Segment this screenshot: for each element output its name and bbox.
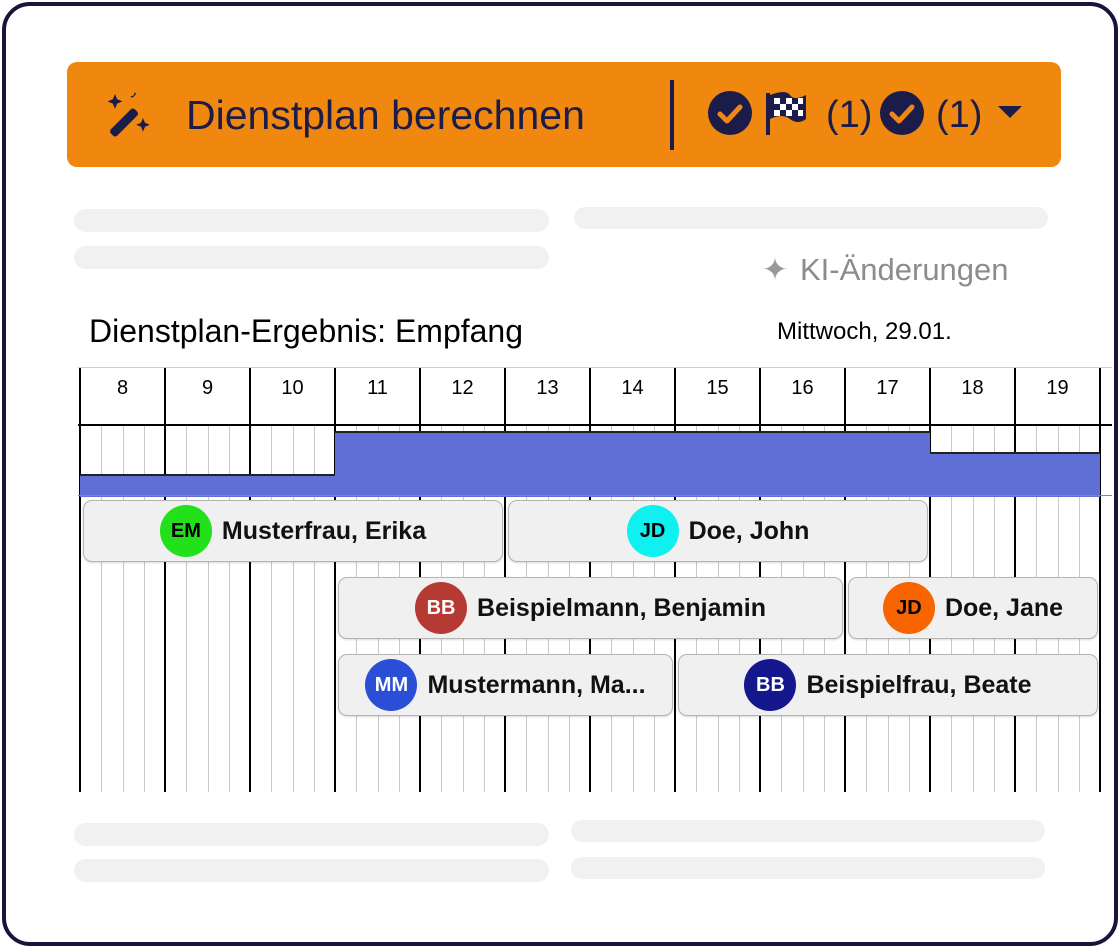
shift-block[interactable]: EM Musterfrau, Erika (83, 500, 503, 562)
coverage-baseline (78, 495, 1112, 496)
shift-content: MM Mustermann, Ma... (339, 655, 672, 715)
sparkle-icon: ✦ (762, 252, 788, 287)
coverage-bar (930, 452, 1100, 497)
shift-content: JD Doe, Jane (849, 578, 1097, 638)
roster-timeline: 8 9 10 11 12 13 14 15 16 17 18 19 EM Musterfrau, Erik… (78, 367, 1112, 792)
timeline-top-border (78, 367, 1112, 368)
result-title: Dienstplan-Ergebnis: Empfang (89, 313, 524, 349)
skeleton-line (574, 207, 1048, 229)
skeleton-line (74, 246, 549, 269)
timeline-header-border (78, 424, 1112, 426)
employee-name: Doe, Jane (944, 593, 1064, 622)
hour-label: 9 (201, 377, 214, 399)
quarter-gridline (207, 424, 209, 792)
checkered-flag-icon (766, 92, 806, 135)
check-circle-icon (708, 91, 752, 135)
employee-name: Beispielfrau, Beate (806, 670, 1032, 699)
shift-block[interactable]: JD Doe, Jane (848, 577, 1098, 639)
hour-label: 13 (536, 377, 559, 399)
shift-block[interactable]: BB Beispielfrau, Beate (678, 654, 1098, 716)
quarter-gridline (101, 424, 103, 792)
hour-label: 16 (791, 377, 814, 399)
hour-label: 18 (961, 377, 984, 399)
skeleton-line (571, 820, 1045, 842)
caret-down-icon[interactable] (998, 106, 1022, 118)
quarter-gridline (122, 424, 124, 792)
hour-gridline (334, 367, 336, 792)
shift-content: BB Beispielfrau, Beate (679, 655, 1097, 715)
skeleton-line (571, 857, 1045, 879)
avatar: BB (415, 582, 468, 634)
hour-label: 17 (876, 377, 899, 399)
shift-block[interactable]: BB Beispielmann, Benjamin (338, 577, 843, 639)
avatar: JD (626, 505, 679, 557)
avatar: MM (365, 659, 418, 711)
result-date: Mittwoch, 29.01. (777, 318, 952, 345)
magic-wand-icon (107, 92, 150, 137)
avatar: JD (882, 582, 935, 634)
skeleton-line (74, 823, 549, 846)
avatar: EM (159, 505, 212, 557)
employee-name: Mustermann, Ma... (427, 670, 646, 699)
goal-count: (1) (826, 94, 873, 136)
quarter-gridline (186, 424, 188, 792)
shift-content: JD Doe, John (509, 501, 927, 561)
coverage-bar (80, 473, 335, 497)
shift-content: EM Musterfrau, Erika (84, 501, 502, 561)
ki-changes-link[interactable]: ✦ KI-Änderungen (762, 250, 1009, 290)
quarter-gridline (313, 424, 315, 792)
coverage-bar (335, 431, 930, 497)
check-circle-icon (880, 91, 924, 135)
quarter-gridline (228, 424, 230, 792)
shift-block[interactable]: MM Mustermann, Ma... (338, 654, 673, 716)
avatar: BB (744, 659, 797, 711)
quarter-gridline (271, 424, 273, 792)
employee-name: Beispielmann, Benjamin (477, 593, 766, 622)
quarter-gridline (292, 424, 294, 792)
hour-label: 8 (116, 377, 129, 399)
hour-label: 14 (621, 377, 644, 399)
shift-block[interactable]: JD Doe, John (508, 500, 928, 562)
hour-label: 11 (367, 377, 388, 399)
skeleton-line (74, 859, 549, 882)
skeleton-line (74, 209, 549, 232)
hour-gridline (79, 367, 81, 792)
employee-name: Doe, John (688, 516, 810, 545)
compute-roster-label[interactable]: Dienstplan berechnen (186, 92, 585, 138)
quarter-gridline (143, 424, 145, 792)
hour-label: 15 (706, 377, 729, 399)
action-bar-divider (670, 80, 674, 150)
employee-name: Musterfrau, Erika (221, 516, 427, 545)
hour-gridline (249, 367, 251, 792)
hour-gridline (1099, 367, 1101, 792)
shift-content: BB Beispielmann, Benjamin (339, 578, 842, 638)
hour-gridline (844, 367, 846, 792)
check-count: (1) (936, 94, 983, 136)
hour-label: 10 (281, 377, 304, 399)
ki-changes-label: KI-Änderungen (799, 252, 1009, 287)
hour-label: 19 (1046, 377, 1069, 399)
hour-label: 12 (451, 377, 474, 399)
hour-gridline (164, 367, 166, 792)
